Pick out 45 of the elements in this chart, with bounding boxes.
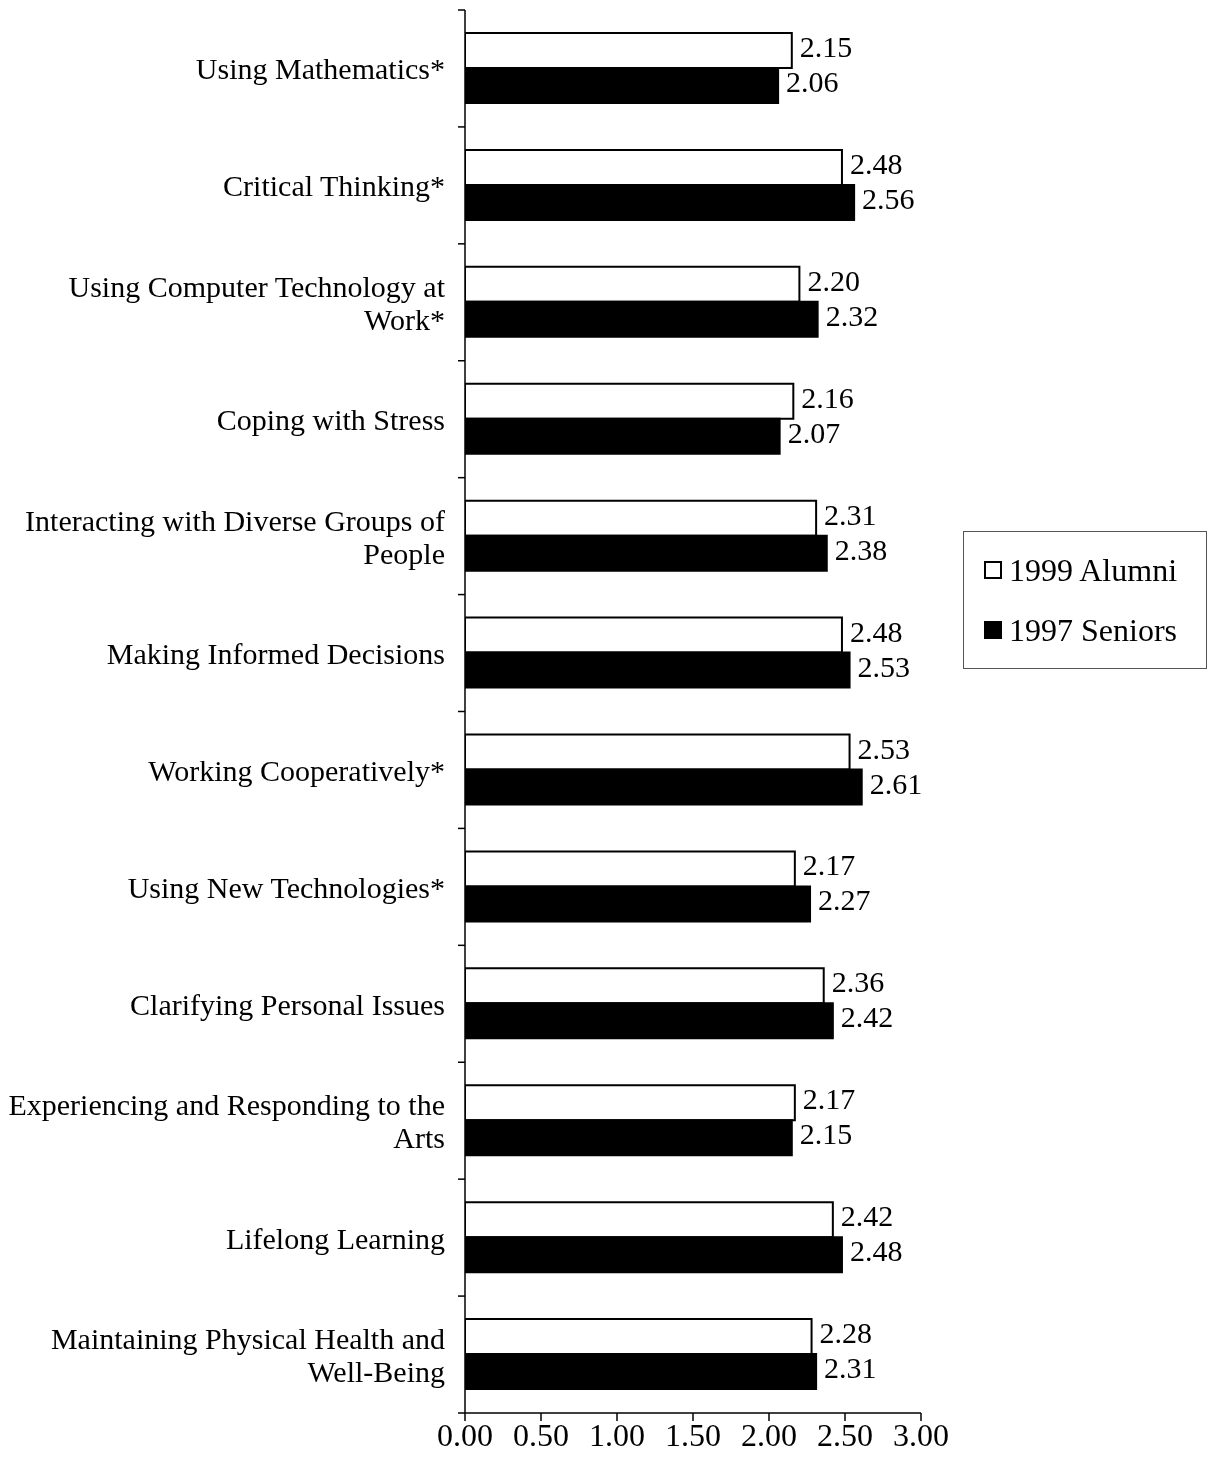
y-tick-label: Critical Thinking* bbox=[223, 168, 445, 202]
data-label: 2.28 bbox=[819, 1316, 873, 1350]
data-label: 2.06 bbox=[786, 65, 839, 98]
data-label: 2.53 bbox=[857, 731, 911, 765]
data-label: 2.17 bbox=[802, 1082, 856, 1116]
data-label: 2.31 bbox=[824, 497, 877, 531]
y-tick-label: Using New Technologies* bbox=[127, 870, 445, 904]
data-label: 2.20 bbox=[807, 263, 860, 297]
x-tick-label: 2.50 bbox=[817, 1416, 873, 1453]
data-label: 2.16 bbox=[801, 380, 854, 414]
data-label: 2.27 bbox=[818, 883, 871, 917]
x-tick-label: 1.00 bbox=[589, 1416, 645, 1453]
data-label: 2.15 bbox=[799, 1117, 853, 1151]
y-tick-label: Coping with Stress bbox=[216, 402, 445, 436]
data-label: 2.61 bbox=[869, 766, 923, 800]
data-label: 2.42 bbox=[840, 1000, 894, 1034]
x-tick-label: 0.00 bbox=[437, 1416, 493, 1453]
data-label: 2.17 bbox=[802, 848, 856, 882]
y-tick-label: Maintaining Physical Health and Well-Being bbox=[50, 1321, 445, 1388]
data-label: 2.48 bbox=[849, 1234, 903, 1268]
data-label: 2.31 bbox=[824, 1351, 877, 1385]
data-label: 2.42 bbox=[840, 1199, 894, 1233]
x-tick-label: 3.00 bbox=[893, 1416, 949, 1453]
x-tick-label: 1.50 bbox=[665, 1416, 721, 1453]
data-label: 2.48 bbox=[849, 146, 903, 180]
data-label: 2.32 bbox=[825, 298, 879, 332]
x-tick-label: 0.50 bbox=[513, 1416, 569, 1453]
y-tick-label: Clarifying Personal Issues bbox=[130, 987, 445, 1021]
y-tick-label: Experiencing and Responding to the Arts bbox=[8, 1087, 445, 1154]
y-tick-label: Making Informed Decisions bbox=[106, 636, 445, 670]
data-label: 2.38 bbox=[834, 532, 888, 566]
y-tick-label: Using Mathematics* bbox=[195, 51, 445, 85]
y-tick-label: Working Cooperatively* bbox=[148, 753, 445, 787]
data-label: 2.53 bbox=[857, 649, 911, 683]
data-label: 2.48 bbox=[849, 614, 903, 648]
data-label: 2.36 bbox=[831, 965, 885, 999]
data-label: 2.07 bbox=[787, 415, 841, 449]
legend-label: 1997 Seniors bbox=[1009, 611, 1177, 649]
data-label: 2.56 bbox=[862, 181, 915, 215]
y-tick-label: Using Computer Technology at Work* bbox=[68, 269, 446, 336]
legend-label: 1999 Alumni bbox=[1009, 551, 1178, 589]
data-label: 2.15 bbox=[799, 30, 853, 63]
y-tick-label: Interacting with Diverse Groups of People bbox=[25, 503, 445, 570]
y-tick-label: Lifelong Learning bbox=[225, 1221, 445, 1255]
x-tick-label: 2.00 bbox=[741, 1416, 797, 1453]
